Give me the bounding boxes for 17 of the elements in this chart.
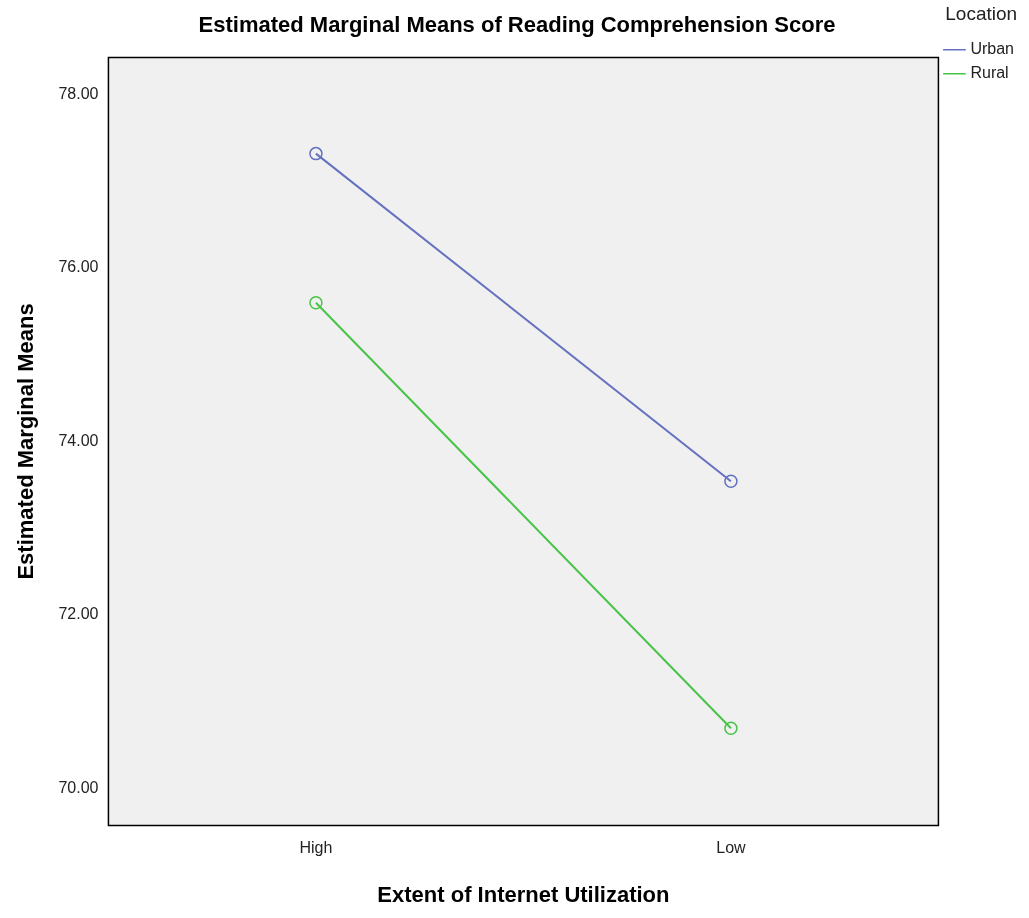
x-tick-label: High [299,839,333,857]
y-tick-label: 76.00 [58,258,99,276]
x-axis-title: Extent of Internet Utilization [377,881,670,907]
legend-title: Location [945,2,1018,24]
x-tick-label: Low [716,839,747,857]
y-tick-label: 74.00 [58,431,99,449]
chart-title: Estimated Marginal Means of Reading Comprehension Score [198,12,836,38]
y-tick-label: 72.00 [58,605,99,623]
legend-label: Rural [970,64,1009,82]
y-tick-label: 70.00 [58,778,99,796]
legend-label: Urban [970,40,1014,58]
y-axis-title: Estimated Marginal Means [13,303,39,580]
point [309,146,323,161]
point [724,721,738,736]
point [309,295,323,310]
y-tick-label: 78.00 [58,85,99,103]
point [724,474,738,489]
